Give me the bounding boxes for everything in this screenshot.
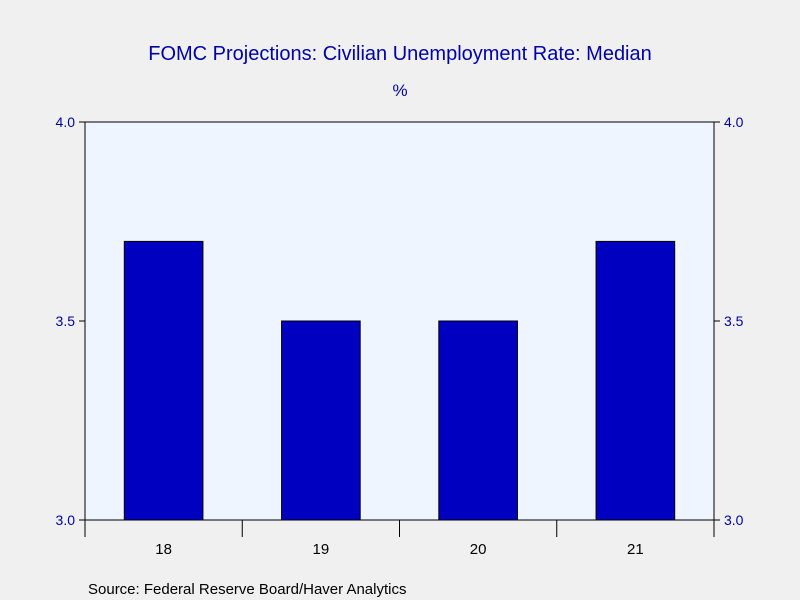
bar-20 [438,320,518,521]
y-tick-label-left: 3.5 [56,313,76,329]
y-tick-label-left: 3.0 [56,512,76,528]
bar-21 [595,240,676,521]
x-tick-label-21: 21 [627,541,644,558]
y-tick-label-right: 3.5 [724,313,744,329]
y-tick-label-right: 3.0 [724,512,744,528]
bar-18 [123,240,204,521]
bar-19 [281,320,361,521]
x-tick-label-18: 18 [155,541,172,558]
chart-title: FOMC Projections: Civilian Unemployment … [148,43,652,65]
x-tick-label-20: 20 [470,541,487,558]
x-tick-label-19: 19 [313,541,330,558]
y-tick-label-right: 4.0 [724,114,744,130]
y-tick-label-left: 4.0 [56,114,76,130]
bars-group [123,240,676,521]
ticks-group: 3.0 3.0 3.5 3.5 4.0 4.0 18 19 20 21 [56,114,744,558]
unit-label: % [392,81,407,100]
source-note: Source: Federal Reserve Board/Haver Anal… [88,581,406,598]
